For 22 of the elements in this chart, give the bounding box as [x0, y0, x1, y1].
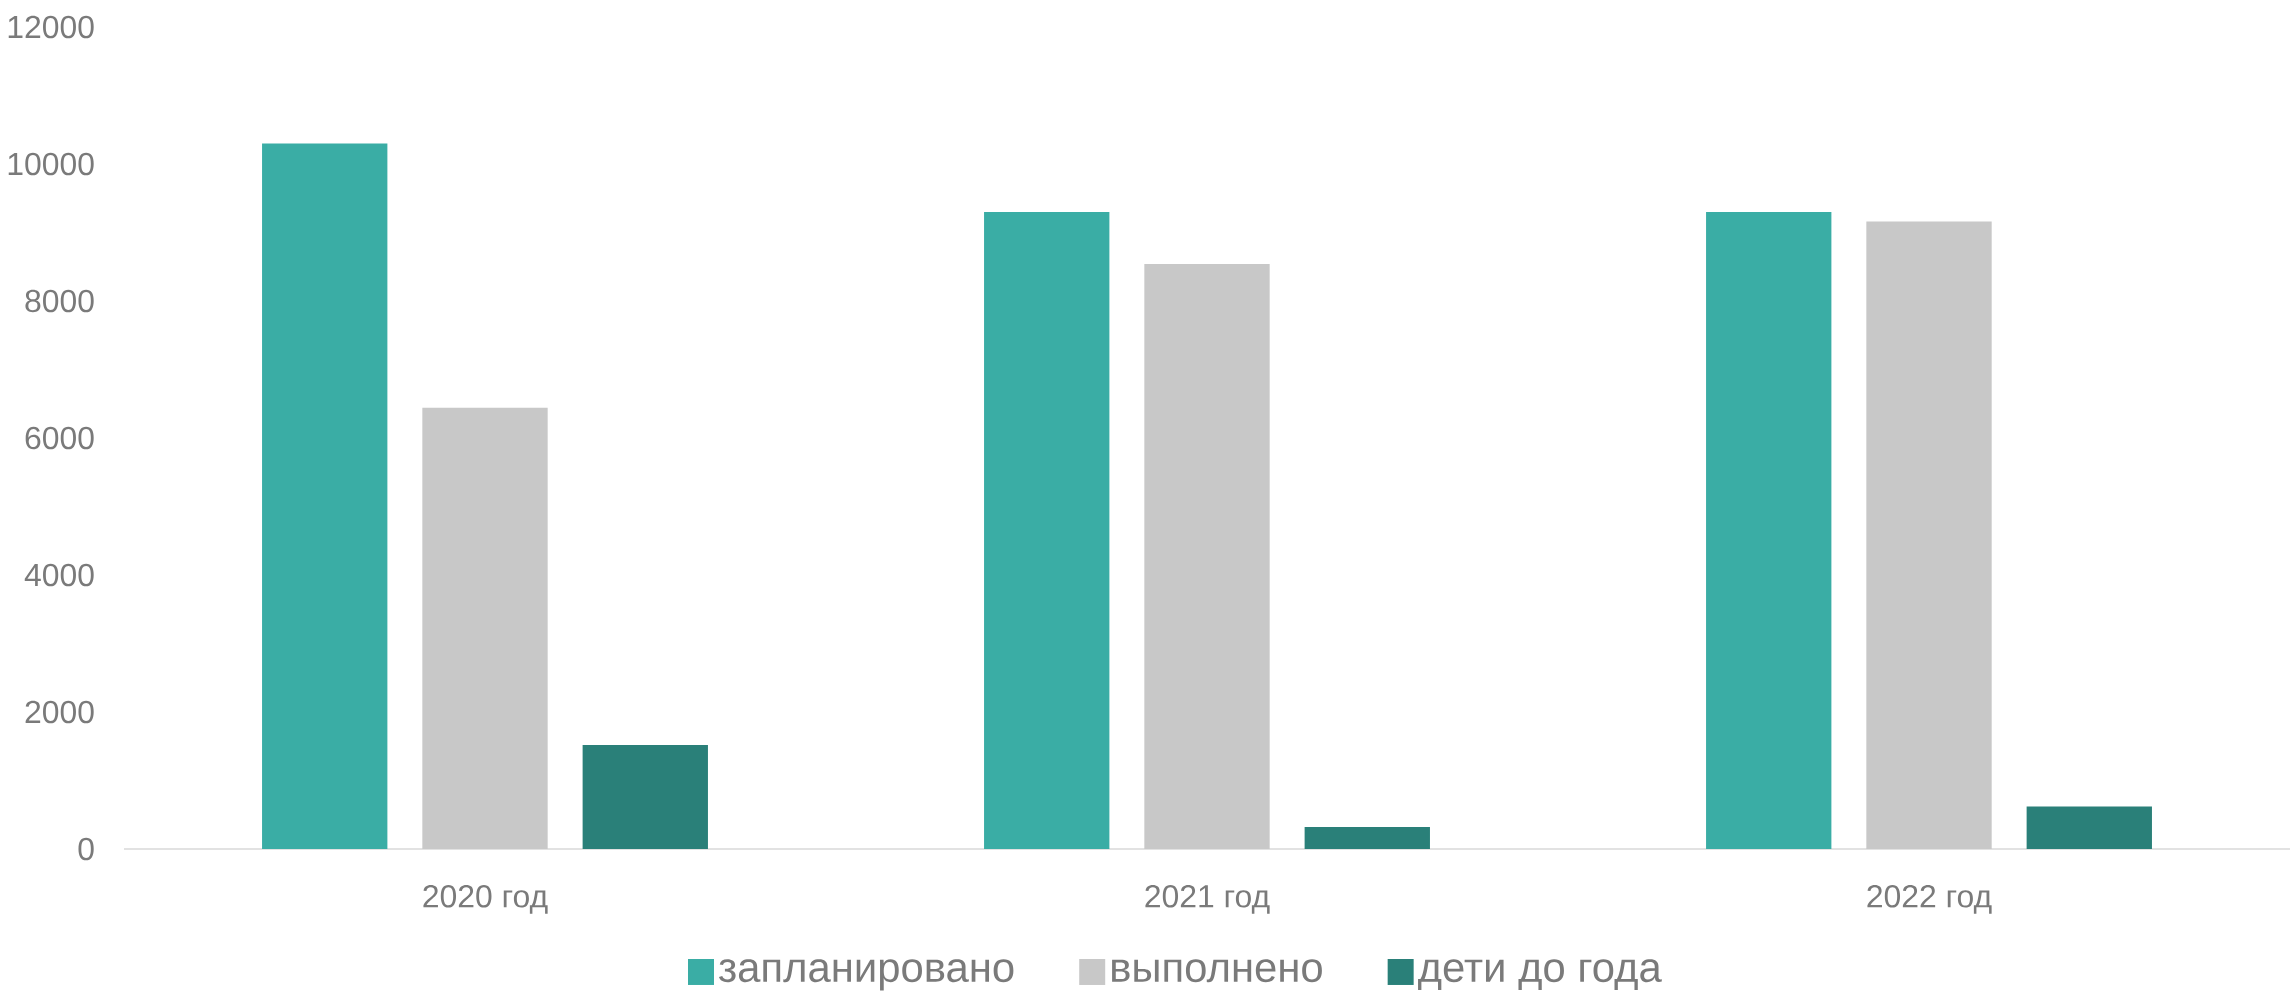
- y-tick-label: 8000: [25, 289, 94, 313]
- legend-label: запланировано: [718, 959, 1014, 991]
- bar: [1144, 264, 1270, 849]
- legend-label: выполнено: [1112, 959, 1322, 983]
- bar: [1304, 827, 1430, 849]
- bar: [1706, 211, 1832, 849]
- y-tick-label: 4000: [24, 563, 94, 587]
- bar: [422, 407, 548, 849]
- x-tick-label: 2020 год: [423, 885, 548, 914]
- bar: [582, 744, 708, 849]
- legend-label: дети до года: [1418, 959, 1662, 991]
- bar: [1866, 221, 1992, 849]
- y-tick-label: 2000: [25, 700, 94, 724]
- y-tick-label: 10000: [8, 152, 94, 176]
- bar: [984, 211, 1110, 849]
- bar: [2026, 806, 2152, 849]
- y-tick-label: 0: [78, 837, 94, 861]
- x-tick-label: 2022 год: [1867, 885, 1992, 914]
- x-tick-label: 2021 год: [1145, 885, 1270, 914]
- y-tick-label: 6000: [25, 426, 94, 450]
- y-tick-label: 12000: [8, 15, 94, 39]
- bar: [262, 143, 388, 849]
